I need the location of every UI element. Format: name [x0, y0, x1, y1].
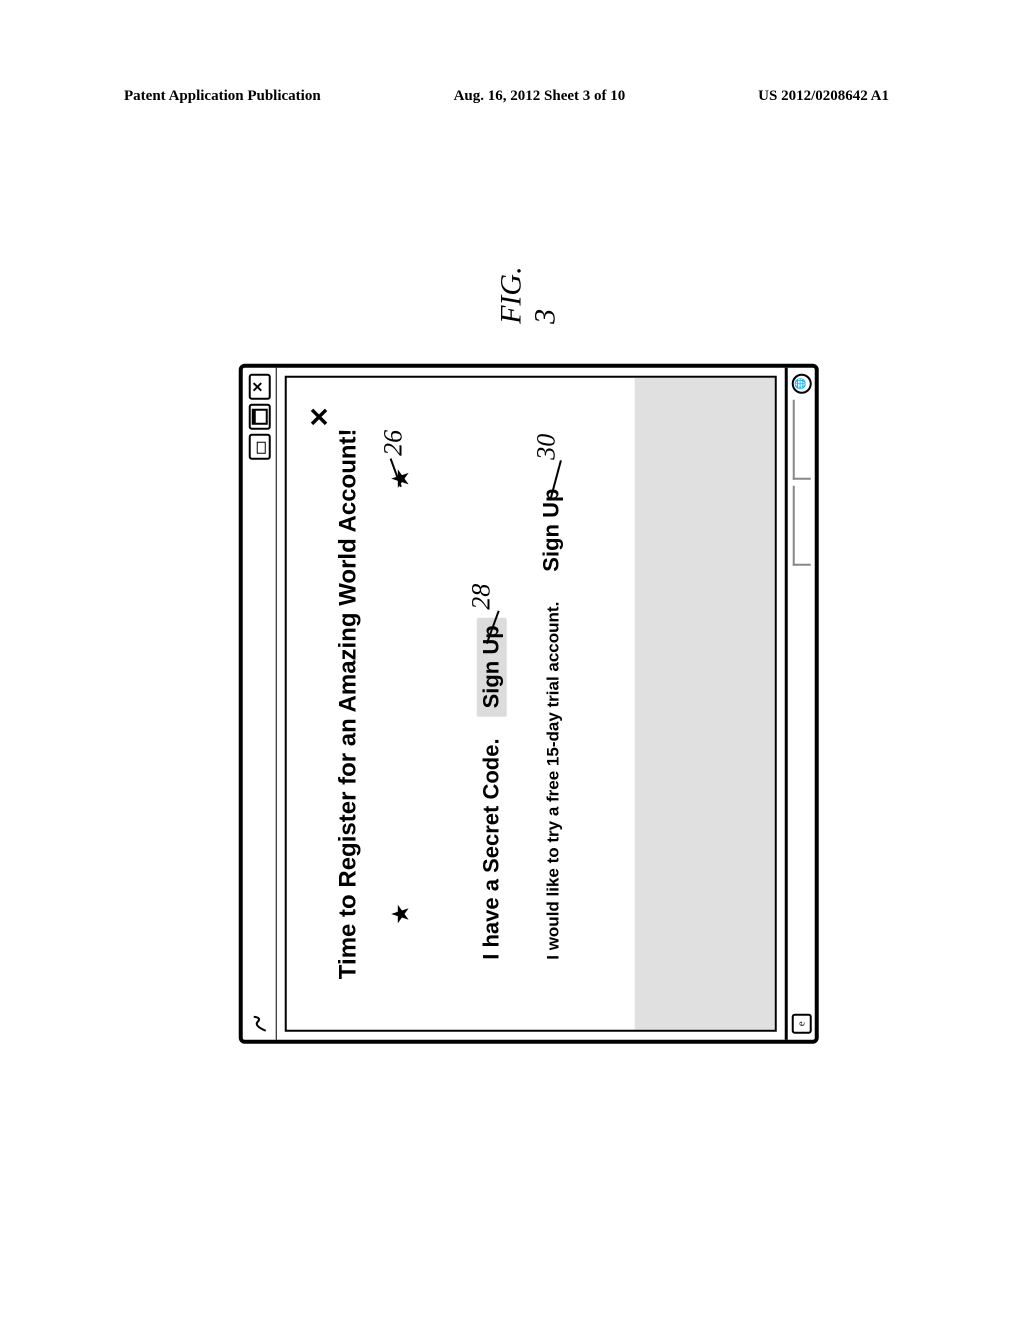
statusbar: e 🌐 [785, 368, 815, 1040]
figure-label: FIG. 3 [495, 246, 563, 324]
status-cell-2 [792, 400, 810, 480]
star-icon: ★ [387, 903, 416, 925]
secret-code-row: I have a Secret Code. Sign Up [477, 617, 507, 959]
dialog-close-icon[interactable]: ✕ [305, 406, 336, 428]
titlebar-left [249, 1014, 269, 1034]
trial-label: I would like to try a free 15-day trial … [544, 602, 564, 960]
minimize-button[interactable] [248, 434, 270, 460]
callout-28: 28 [467, 584, 497, 610]
rotated-container: ✕ Time to Register for an Amazing World … [239, 246, 819, 1043]
figure-wrap: ✕ Time to Register for an Amazing World … [130, 255, 900, 1035]
grey-band [635, 378, 775, 1030]
maximize-button[interactable] [248, 404, 270, 430]
stars-row: ★ ★ [387, 378, 416, 1030]
status-app-icon: e [791, 1014, 811, 1034]
callout-26: 26 [379, 430, 409, 456]
header-right: US 2012/0208642 A1 [758, 88, 889, 105]
content-area: ✕ Time to Register for an Amazing World … [285, 376, 777, 1032]
internet-zone-icon: 🌐 [791, 374, 811, 394]
status-cell-1 [792, 486, 810, 566]
secret-code-label: I have a Secret Code. [479, 738, 505, 959]
register-title: Time to Register for an Amazing World Ac… [335, 378, 363, 1030]
header-center: Aug. 16, 2012 Sheet 3 of 10 [454, 88, 626, 105]
titlebar [243, 368, 277, 1040]
header-left: Patent Application Publication [124, 88, 321, 105]
trial-row: I would like to try a free 15-day trial … [537, 481, 567, 960]
close-window-button[interactable] [248, 374, 270, 400]
window-controls [248, 374, 270, 460]
callout-30: 30 [532, 434, 562, 460]
browser-window: ✕ Time to Register for an Amazing World … [239, 364, 819, 1044]
app-icon [249, 1014, 269, 1034]
page-header: Patent Application Publication Aug. 16, … [0, 88, 1024, 105]
